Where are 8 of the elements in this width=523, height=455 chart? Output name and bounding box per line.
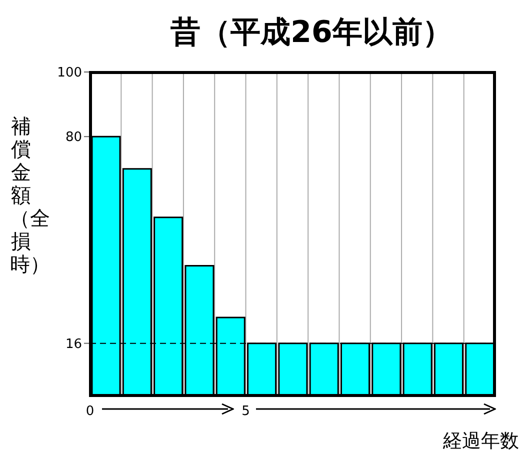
y-axis-title: 補償金額（全損時） — [10, 114, 50, 276]
y-tick-label: 100 — [57, 66, 82, 81]
x-tick-label: 0 — [86, 404, 94, 419]
y-tick-label: 80 — [65, 130, 82, 146]
x-axis-title: 経過年数 — [443, 429, 519, 454]
y-tick-label: 16 — [65, 336, 82, 352]
chart-title: 昔（平成26年以前） — [170, 14, 454, 52]
x-tick-label: 5 — [242, 404, 250, 419]
